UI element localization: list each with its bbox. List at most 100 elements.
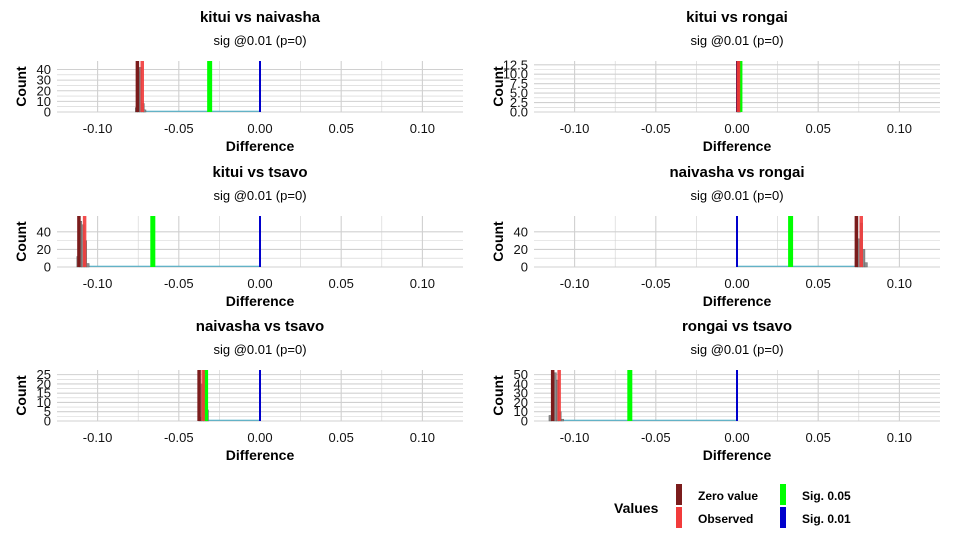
y-tick-label: 10.0 bbox=[503, 67, 528, 82]
x-tick-label: 0.00 bbox=[724, 430, 749, 445]
legend-swatch bbox=[676, 484, 682, 505]
panel-title: naivasha vs rongai bbox=[669, 164, 804, 181]
panel-subtitle: sig @0.01 (p=0) bbox=[213, 33, 306, 48]
histogram-bar bbox=[864, 262, 868, 268]
y-tick-label: 15 bbox=[37, 386, 51, 401]
x-tick-label: -0.10 bbox=[560, 121, 590, 136]
x-tick-label: -0.05 bbox=[164, 121, 194, 136]
y-tick-label: 0 bbox=[44, 105, 51, 120]
y-tick-label: 0 bbox=[44, 260, 51, 275]
legend-title: Values bbox=[614, 500, 659, 516]
x-tick-label: 0.10 bbox=[887, 430, 912, 445]
chart-panel-2: kitui vs tsavo sig @0.01 (p=0) -0.10 -0.05 0… bbox=[13, 164, 463, 309]
legend-label: Observed bbox=[698, 512, 753, 526]
y-axis-label: Count bbox=[13, 66, 29, 107]
legend-swatch bbox=[676, 507, 682, 528]
panel-subtitle: sig @0.01 (p=0) bbox=[690, 33, 783, 48]
chart-panel-0: kitui vs naivasha sig @0.01 (p=0) -0.10 -0.… bbox=[13, 9, 463, 154]
y-tick-label: 25 bbox=[37, 367, 51, 382]
y-tick-label: 5 bbox=[44, 404, 51, 419]
y-tick-label: 0 bbox=[44, 414, 51, 429]
panel-title: naivasha vs tsavo bbox=[196, 318, 324, 335]
chart-panel-4: naivasha vs tsavo sig @0.01 (p=0) -0.10 -0.… bbox=[13, 318, 463, 463]
y-tick-label: 30 bbox=[37, 73, 51, 88]
panel-title: rongai vs tsavo bbox=[682, 318, 792, 335]
y-tick-label: 40 bbox=[514, 376, 528, 391]
x-tick-label: -0.05 bbox=[164, 276, 194, 291]
x-tick-label: 0.00 bbox=[247, 121, 272, 136]
y-tick-label: 20 bbox=[37, 376, 51, 391]
chart-panel-5: rongai vs tsavo sig @0.01 (p=0) -0.10 -0.05… bbox=[490, 318, 940, 463]
y-tick-label: 5.0 bbox=[510, 86, 528, 101]
x-tick-label: 0.10 bbox=[887, 276, 912, 291]
y-tick-label: 0 bbox=[521, 260, 528, 275]
x-axis-label: Difference bbox=[703, 447, 772, 463]
x-tick-label: 0.00 bbox=[724, 276, 749, 291]
legend-label: Sig. 0.01 bbox=[802, 512, 851, 526]
y-tick-label: 50 bbox=[514, 367, 528, 382]
y-tick-label: 40 bbox=[37, 62, 51, 77]
x-tick-label: -0.05 bbox=[641, 276, 671, 291]
legend-item-sig-01: Sig. 0.01 bbox=[780, 507, 851, 528]
x-tick-label: 0.05 bbox=[806, 430, 831, 445]
panel-title: kitui vs naivasha bbox=[200, 9, 321, 26]
y-tick-label: 30 bbox=[514, 386, 528, 401]
chart-panel-1: kitui vs rongai sig @0.01 (p=0) -0.10 -0.05… bbox=[490, 9, 940, 154]
histogram-bar bbox=[560, 418, 564, 422]
x-tick-label: 0.10 bbox=[410, 121, 435, 136]
y-tick-label: 20 bbox=[37, 242, 51, 257]
y-tick-label: 0 bbox=[521, 414, 528, 429]
panel-title: kitui vs rongai bbox=[686, 9, 788, 26]
y-axis-label: Count bbox=[490, 66, 506, 107]
y-tick-label: 20 bbox=[514, 242, 528, 257]
x-tick-label: -0.05 bbox=[641, 121, 671, 136]
legend-item-observed: Observed bbox=[676, 507, 753, 528]
x-tick-label: 0.10 bbox=[887, 121, 912, 136]
legend-swatch bbox=[780, 484, 786, 505]
y-tick-label: 40 bbox=[37, 224, 51, 239]
panel-subtitle: sig @0.01 (p=0) bbox=[690, 342, 783, 357]
y-tick-label: 10 bbox=[514, 404, 528, 419]
y-tick-label: 20 bbox=[37, 83, 51, 98]
histogram-bar bbox=[86, 263, 90, 268]
x-tick-label: 0.05 bbox=[329, 430, 354, 445]
x-tick-label: 0.05 bbox=[806, 121, 831, 136]
x-tick-label: 0.05 bbox=[806, 276, 831, 291]
x-tick-label: -0.05 bbox=[641, 430, 671, 445]
panel-subtitle: sig @0.01 (p=0) bbox=[690, 188, 783, 203]
x-tick-label: 0.00 bbox=[724, 121, 749, 136]
x-tick-label: 0.10 bbox=[410, 430, 435, 445]
y-axis-label: Count bbox=[13, 375, 29, 416]
y-tick-label: 40 bbox=[514, 224, 528, 239]
x-axis-label: Difference bbox=[226, 293, 295, 309]
y-tick-label: 2.5 bbox=[510, 95, 528, 110]
y-axis-label: Count bbox=[13, 221, 29, 262]
y-tick-label: 12.5 bbox=[503, 57, 528, 72]
x-axis-label: Difference bbox=[226, 138, 295, 154]
legend-label: Sig. 0.05 bbox=[802, 489, 851, 503]
panel-title: kitui vs tsavo bbox=[212, 164, 307, 181]
x-tick-label: -0.10 bbox=[83, 276, 113, 291]
y-tick-label: 10 bbox=[37, 395, 51, 410]
x-axis-label: Difference bbox=[703, 138, 772, 154]
x-axis-label: Difference bbox=[226, 447, 295, 463]
y-tick-label: 0.0 bbox=[510, 105, 528, 120]
x-tick-label: 0.00 bbox=[247, 276, 272, 291]
legend-item-zero-value: Zero value bbox=[676, 484, 758, 505]
y-tick-label: 10 bbox=[37, 94, 51, 109]
x-tick-label: 0.00 bbox=[247, 430, 272, 445]
y-axis-label: Count bbox=[490, 221, 506, 262]
y-tick-label: 20 bbox=[514, 395, 528, 410]
x-tick-label: 0.05 bbox=[329, 121, 354, 136]
x-tick-label: -0.10 bbox=[83, 121, 113, 136]
panel-subtitle: sig @0.01 (p=0) bbox=[213, 188, 306, 203]
legend-label: Zero value bbox=[698, 489, 758, 503]
legend-swatch bbox=[780, 507, 786, 528]
x-tick-label: 0.05 bbox=[329, 276, 354, 291]
x-axis-label: Difference bbox=[703, 293, 772, 309]
panel-subtitle: sig @0.01 (p=0) bbox=[213, 342, 306, 357]
y-axis-label: Count bbox=[490, 375, 506, 416]
legend: Values Zero value Observed Sig. 0.05 Sig. 0.… bbox=[614, 484, 851, 528]
x-tick-label: 0.10 bbox=[410, 276, 435, 291]
